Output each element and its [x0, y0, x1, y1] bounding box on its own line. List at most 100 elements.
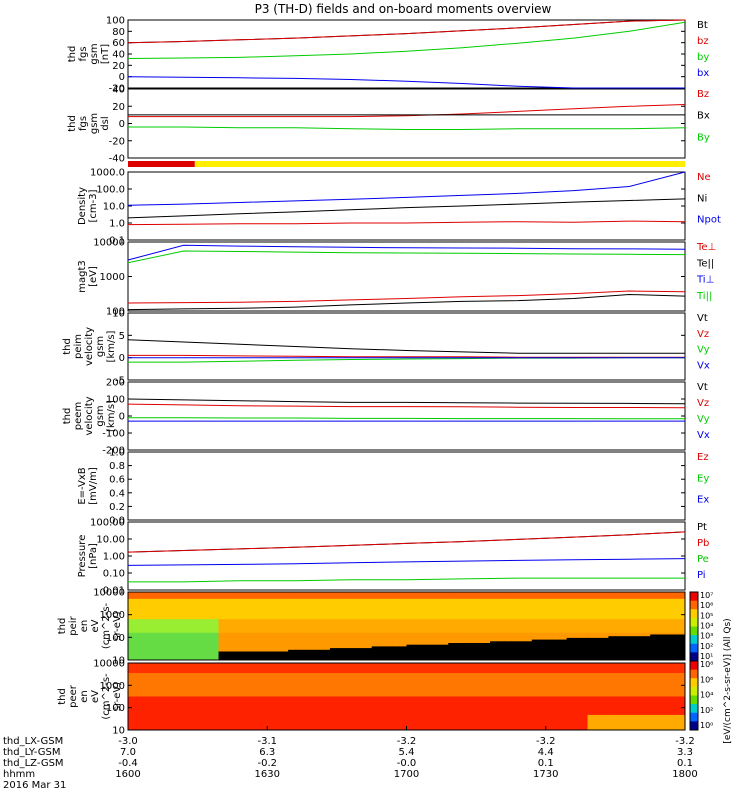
legend-label: Te⊥: [696, 242, 716, 253]
series-line-by: [128, 127, 685, 130]
legend-label: Vy: [697, 345, 710, 356]
y-tick-label: 1.00: [103, 552, 125, 563]
legend-label: Te||: [696, 258, 714, 269]
y-tick-label: 10.0: [103, 202, 125, 213]
legend-label: By: [697, 132, 710, 143]
y-axis-label: peem: [73, 402, 84, 430]
y-tick-label: 0.10: [103, 569, 125, 580]
legend-label: Pi: [697, 570, 706, 581]
y-axis-label: [mV/m]: [88, 467, 99, 505]
y-axis-label: Density: [77, 187, 88, 225]
legend-label: Vy: [697, 414, 710, 425]
legend-label: bx: [697, 68, 709, 79]
y-tick-label: 10000: [93, 238, 125, 249]
y-axis-label: E=-VxB: [77, 467, 88, 504]
y-axis-label: gsm: [89, 43, 100, 64]
y-axis-label: sr-eV): [112, 611, 123, 640]
y-axis-label: thd: [67, 115, 78, 132]
y-tick-label: -20: [109, 136, 125, 147]
legend-label: Bz: [697, 89, 709, 100]
y-axis-label: thd: [62, 338, 73, 355]
legend-label: Pb: [697, 538, 709, 549]
series-line-bz: [128, 20, 685, 43]
y-tick-label: 0.2: [109, 502, 125, 513]
legend-label: Vz: [697, 398, 709, 409]
series-line-pb: [128, 532, 685, 552]
strip-segment-yellow: [195, 161, 685, 167]
y-tick-label: 0: [119, 119, 125, 130]
series-line-vz: [128, 404, 685, 408]
y-tick-label: 1000.0: [90, 168, 125, 179]
y-tick-label: 0.6: [109, 475, 125, 486]
y-axis-label: thd: [67, 46, 78, 63]
y-axis-label: [nPa]: [88, 543, 99, 569]
y-tick-label: -40: [109, 154, 125, 165]
y-tick-label: 1.0: [109, 448, 125, 459]
y-axis-label: gsm: [95, 336, 106, 357]
y-axis-label: thd: [62, 408, 73, 425]
y-axis-label: gsm: [89, 113, 100, 134]
legend-label: Ni: [697, 193, 707, 204]
y-tick-label: 5: [119, 331, 125, 342]
series-line-bx: [128, 77, 685, 88]
legend-label: Vx: [697, 430, 710, 441]
y-axis-label: velocity: [84, 396, 95, 435]
legend-label: Vz: [697, 329, 709, 340]
y-tick-label: 1.0: [109, 219, 125, 230]
y-axis-label: fgs: [78, 116, 89, 131]
y-tick-label: 60: [112, 38, 125, 49]
series-line-pi: [128, 559, 685, 566]
series-line-vy: [128, 418, 685, 419]
y-tick-label: 40: [112, 85, 125, 96]
y-tick-label: 0.8: [109, 461, 125, 472]
legend-label: Ne: [697, 172, 711, 183]
y-tick-label: 0: [119, 72, 125, 83]
panel-frame: [128, 89, 685, 158]
y-axis-label: [km/s]: [106, 400, 117, 432]
panel-frame: [128, 382, 685, 450]
y-axis-label: gsm: [95, 405, 106, 426]
legend-label: Bt: [697, 20, 708, 31]
y-tick-label: 200: [106, 378, 125, 389]
y-tick-label: 80: [112, 27, 125, 38]
y-tick-label: 0.4: [109, 488, 125, 499]
series-line-bt: [128, 20, 685, 43]
series-line-vz: [128, 355, 685, 357]
y-tick-label: 100.00: [90, 518, 125, 529]
series-line-vt: [128, 399, 685, 404]
y-tick-label: 0: [119, 353, 125, 364]
y-axis-label: fgs: [78, 46, 89, 61]
series-line-ne: [128, 221, 685, 225]
y-axis-label: [nT]: [100, 44, 111, 64]
legend-label: Ti||: [696, 291, 712, 302]
legend-label: by: [697, 52, 709, 63]
panel-frame: [128, 242, 685, 311]
y-tick-label: 0: [119, 412, 125, 423]
panel-frame: [128, 172, 685, 240]
legend-label: Pe: [697, 554, 709, 565]
series-line-pe: [128, 578, 685, 582]
y-axis-label: thd: [57, 618, 68, 635]
legend-label: Ey: [697, 473, 709, 484]
y-tick-label: 10000: [93, 588, 125, 599]
panel-frame: [128, 452, 685, 520]
y-tick-label: 40: [112, 50, 125, 61]
y-tick-label: 1000: [100, 272, 125, 283]
y-tick-label: 10.00: [96, 535, 125, 546]
legend-label: Ex: [697, 495, 709, 506]
y-axis-label: [cm-3]: [88, 189, 99, 222]
y-axis-label: peim: [73, 334, 84, 359]
legend-label: Pt: [697, 522, 707, 533]
legend-label: Ti⊥: [696, 275, 714, 286]
y-axis-label: dsl: [100, 116, 111, 130]
series-line-ni: [128, 199, 685, 218]
legend-label: Vt: [697, 313, 708, 324]
y-axis-label: [km/s]: [106, 330, 117, 362]
series-line-npot: [128, 172, 685, 205]
strip-segment-red: [128, 161, 195, 167]
legend-label: bz: [697, 36, 709, 47]
y-axis-label: en: [79, 620, 90, 633]
y-tick-label: 100: [106, 16, 125, 27]
